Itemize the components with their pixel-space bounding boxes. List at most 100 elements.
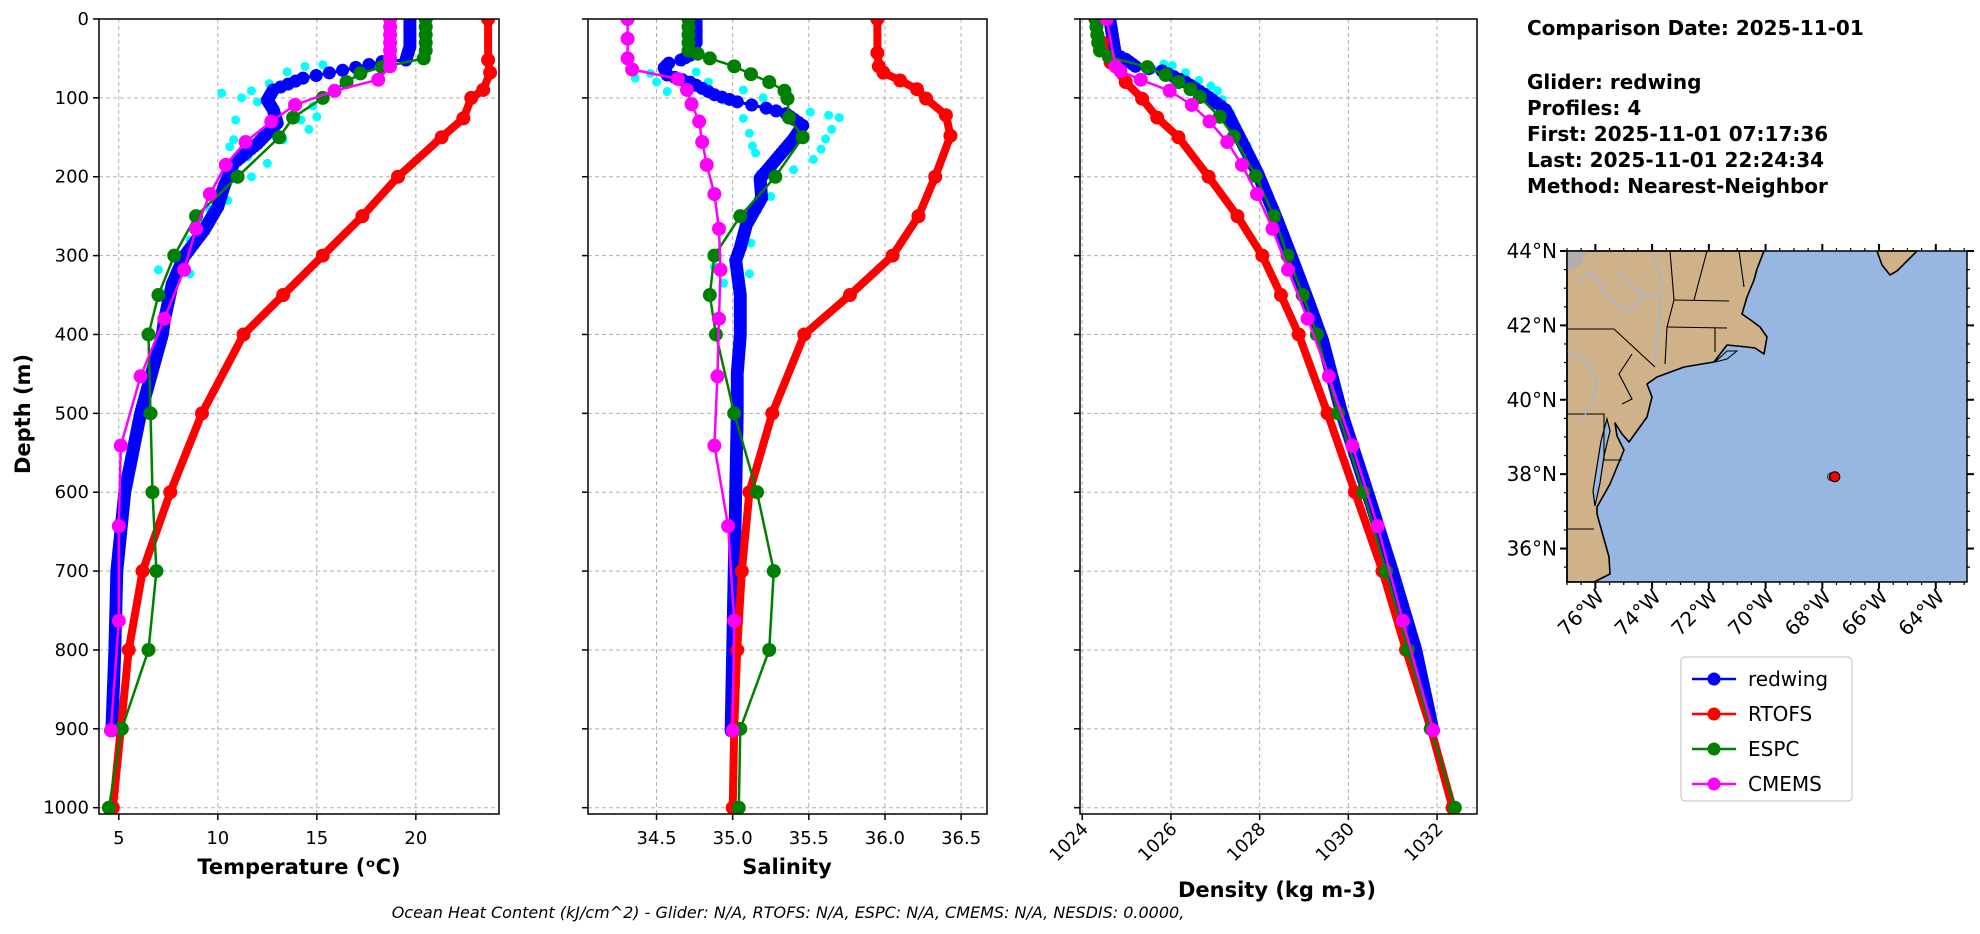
salinity-plot-area — [620, 19, 958, 814]
glider-profile-point — [652, 77, 662, 87]
rtofs-temperature-point — [481, 19, 496, 26]
us-east-coast-land — [1566, 250, 1768, 583]
rtofs-salinity-point — [876, 65, 891, 80]
cmems-density-point — [1321, 369, 1336, 384]
density-tick-label: 1030 — [1312, 819, 1359, 866]
map-frame — [1566, 250, 1968, 583]
rtofs-salinity-point — [734, 564, 749, 579]
rtofs-density-point — [1320, 406, 1335, 421]
latitude-label: 36°N — [1507, 537, 1557, 561]
profile-charts: 0 100 200 300 400 500 600 700 800 900 1000 5 10 15 20 3… — [43, 9, 1478, 866]
glider-profile-point — [744, 269, 754, 279]
cmems-density-point — [1234, 157, 1249, 172]
rtofs-density-point — [1273, 288, 1288, 303]
chesapeake-bay — [1592, 416, 1611, 507]
cmems-temperature-point — [189, 221, 204, 236]
espc-density-point — [1266, 209, 1281, 224]
espc-density-line — [1094, 19, 1457, 809]
cmems-density-point — [1281, 262, 1296, 277]
espc-density-point — [1158, 67, 1173, 82]
rtofs-temperature-point — [481, 53, 496, 68]
glider-profile-point — [738, 85, 748, 95]
glider-profile-point — [246, 86, 256, 96]
last-time: Last: 2025-11-01 22:24:34 — [1527, 148, 1824, 172]
cmems-density-point — [1300, 311, 1315, 326]
depth-tick-label: 900 — [55, 719, 89, 740]
espc-density-point — [1183, 82, 1198, 97]
depth-tick-label: 1000 — [43, 798, 89, 819]
glider-profile-point — [282, 67, 292, 77]
redwing-temperature-point — [336, 63, 350, 77]
cmems-density-point — [1249, 187, 1264, 202]
espc-density-point — [1248, 168, 1263, 183]
espc-temperature-point — [230, 169, 245, 184]
cmems-salinity-point — [695, 135, 710, 150]
cmems-salinity-point — [713, 262, 728, 277]
legend-item-rtofs: RTOFS — [1692, 702, 1812, 726]
espc-salinity-point — [750, 485, 765, 500]
latitude-label: 42°N — [1507, 313, 1557, 337]
longitude-label: 68°W — [1780, 584, 1836, 640]
glider-profile-point — [225, 142, 235, 152]
glider-profile-point — [758, 93, 768, 103]
espc-salinity-point — [733, 209, 748, 224]
espc-salinity-point — [762, 642, 777, 657]
cmems-temperature-point — [288, 97, 303, 112]
legend-label: redwing — [1748, 667, 1828, 691]
cmems-salinity-point — [620, 31, 635, 46]
cmems-temperature-point — [327, 83, 342, 98]
espc-salinity-point — [780, 91, 795, 106]
cmems-density-point — [1395, 613, 1410, 628]
glider-profile-point — [824, 110, 834, 120]
rtofs-density-point — [1201, 169, 1216, 184]
espc-salinity-point — [727, 59, 742, 74]
temperature-tick-label: 20 — [404, 828, 427, 849]
depth-tick-label: 400 — [55, 324, 89, 345]
state-border — [1673, 299, 1730, 302]
river — [1576, 270, 1648, 312]
rtofs-temperature-point — [236, 327, 251, 342]
info-panel: Comparison Date: 2025-11-01 Glider: redw… — [1527, 16, 1864, 198]
rtofs-temperature-point — [135, 564, 150, 579]
espc-temperature-point — [145, 485, 160, 500]
espc-temperature-point — [151, 288, 166, 303]
rtofs-salinity-point — [730, 642, 745, 657]
cmems-density-point — [1202, 114, 1217, 129]
espc-salinity-point — [708, 327, 723, 342]
latitude-label: 44°N — [1507, 239, 1557, 263]
rtofs-temperature-point — [276, 288, 291, 303]
density-axis-label: Density (kg m-3) — [1178, 878, 1376, 902]
glider-profile-point — [805, 107, 815, 117]
longitude-label: 76°W — [1553, 584, 1609, 640]
glider-profile-point — [300, 61, 310, 71]
cmems-salinity-point — [620, 19, 635, 26]
cmems-salinity-point — [670, 71, 685, 86]
temperature-tick-label: 10 — [206, 828, 229, 849]
cmems-temperature-point — [383, 59, 398, 74]
rtofs-temperature-point — [121, 642, 136, 657]
redwing-salinity-point — [674, 53, 688, 67]
land — [1566, 250, 1919, 583]
rtofs-salinity-point — [870, 45, 885, 60]
espc-density-point — [1447, 800, 1462, 814]
espc-salinity-point — [731, 800, 746, 814]
cmems-temperature-point — [111, 519, 126, 534]
ocean-heat-content-caption: Ocean Heat Content (kJ/cm^2) - Glider: N… — [392, 903, 1185, 922]
longitude-label: 72°W — [1666, 584, 1722, 640]
espc-temperature-point — [416, 51, 431, 66]
glider-profile-point — [821, 134, 831, 144]
rtofs-temperature-point — [194, 406, 209, 421]
rtofs-salinity-point — [870, 19, 885, 26]
espc-density-point — [1140, 60, 1155, 75]
glider-profile-point — [252, 97, 262, 107]
glider-profile-point — [662, 87, 672, 97]
redwing-temperature-point — [322, 66, 336, 80]
depth-tick-label: 200 — [55, 167, 89, 188]
glider-profile-point — [789, 165, 799, 175]
espc-temperature-point — [143, 406, 158, 421]
cmems-density-point — [1162, 83, 1177, 98]
long-island-sound — [1714, 350, 1739, 363]
cmems-temperature-point — [133, 369, 148, 384]
glider-profile-point — [834, 113, 844, 123]
